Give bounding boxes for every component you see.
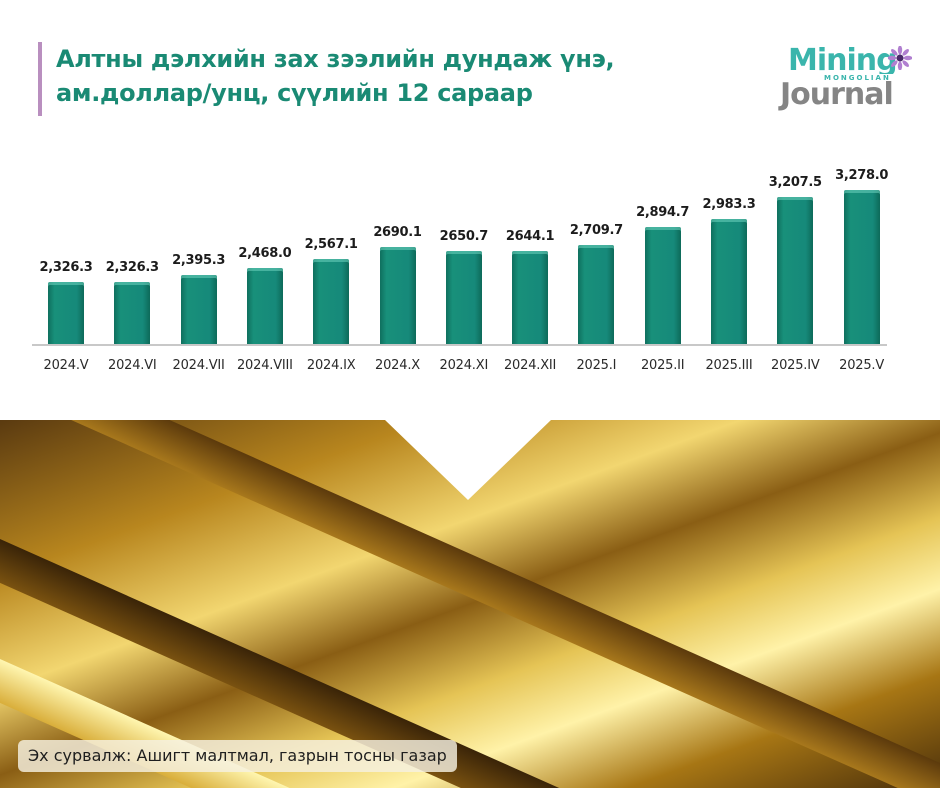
bar-group: 2644.1 2024.XII <box>496 150 562 390</box>
logo-word-mining: Mining <box>788 43 898 78</box>
x-axis-category-label: 2025.V <box>839 358 885 373</box>
x-axis-line <box>32 344 887 346</box>
bar-value-label: 2650.7 <box>439 229 489 244</box>
logo-word-journal: Journal <box>780 77 894 112</box>
bar-value-label: 2,395.3 <box>172 253 226 268</box>
source-caption: Эх сурвалж: Ашигт малтмал, газрын тосны … <box>18 740 457 772</box>
title-line-1: Алтны дэлхийн зах зээлийн дундаж үнэ, <box>56 45 615 73</box>
bar-group: 3,278.0 2025.V <box>828 150 894 390</box>
bar-group: 3,207.5 2025.IV <box>761 150 827 390</box>
bar <box>379 247 416 344</box>
bar-group: 2,709.7 2025.I <box>562 150 628 390</box>
bar-chart: 2,326.3 2024.V 2,326.3 2024.VI 2,395.3 2024.V… <box>32 150 888 390</box>
x-axis-category-label: 2025.II <box>640 358 685 373</box>
bar-value-label: 2,468.0 <box>238 246 292 261</box>
bar-group: 2,326.3 2024.V <box>32 150 98 390</box>
photo-notch <box>385 420 551 500</box>
bar <box>711 219 747 344</box>
chart-title: Алтны дэлхийн зах зээлийн дундаж үнэ, ам… <box>38 42 615 116</box>
bar-value-label: 2690.1 <box>373 225 422 240</box>
bar-group: 2650.7 2024.XI <box>430 150 496 390</box>
bar <box>445 251 482 344</box>
bar-value-label: 2,983.3 <box>702 197 756 212</box>
x-axis-category-label: 2024.XI <box>439 358 489 373</box>
bar <box>578 245 615 344</box>
flower-icon <box>888 46 912 70</box>
x-axis-category-label: 2025.I <box>576 358 617 373</box>
x-axis-category-label: 2024.XII <box>503 358 557 373</box>
bar <box>644 227 681 344</box>
x-axis-category-label: 2025.III <box>705 358 753 373</box>
x-axis-category-label: 2024.VII <box>172 358 225 373</box>
bar-group: 2,395.3 2024.VII <box>165 150 231 390</box>
bar-value-label: 2,567.1 <box>304 237 358 252</box>
logo-word-mongolian: MONGOLIAN <box>822 74 893 82</box>
x-axis-category-label: 2024.VIII <box>236 358 293 373</box>
bar <box>512 251 549 344</box>
bar-value-label: 2644.1 <box>505 229 555 244</box>
bar-value-label: 2,326.3 <box>105 260 159 275</box>
bar-value-label: 3,278.0 <box>835 168 889 183</box>
bar-group: 2,567.1 2024.IX <box>297 150 363 390</box>
bar-value-label: 3,207.5 <box>768 175 822 190</box>
bar <box>246 268 283 344</box>
bar <box>313 259 350 344</box>
bar-group: 2,983.3 2025.III <box>695 150 761 390</box>
x-axis-category-label: 2025.IV <box>771 358 820 373</box>
bar-group: 2,326.3 2024.VI <box>98 150 164 390</box>
x-axis-category-label: 2024.X <box>375 358 420 373</box>
bar-value-label: 2,709.7 <box>569 223 623 238</box>
bar-value-label: 2,326.3 <box>39 260 93 275</box>
bar <box>777 197 814 344</box>
bar <box>180 275 217 344</box>
title-line-2: ам.доллар/унц, сүүлийн 12 сараар <box>56 79 533 107</box>
bar <box>114 282 151 344</box>
x-axis-category-label: 2024.IX <box>306 358 356 373</box>
mining-journal-logo: Mining MONGOLIAN Journal <box>780 44 920 114</box>
x-axis-category-label: 2024.V <box>43 358 89 373</box>
bar-group: 2,468.0 2024.VIII <box>231 150 297 390</box>
bar <box>843 190 880 344</box>
bar-group: 2,894.7 2025.II <box>629 150 695 390</box>
bar-group: 2690.1 2024.X <box>364 150 430 390</box>
bar <box>48 282 84 344</box>
bar-value-label: 2,894.7 <box>636 205 690 220</box>
x-axis-category-label: 2024.VI <box>108 358 157 373</box>
